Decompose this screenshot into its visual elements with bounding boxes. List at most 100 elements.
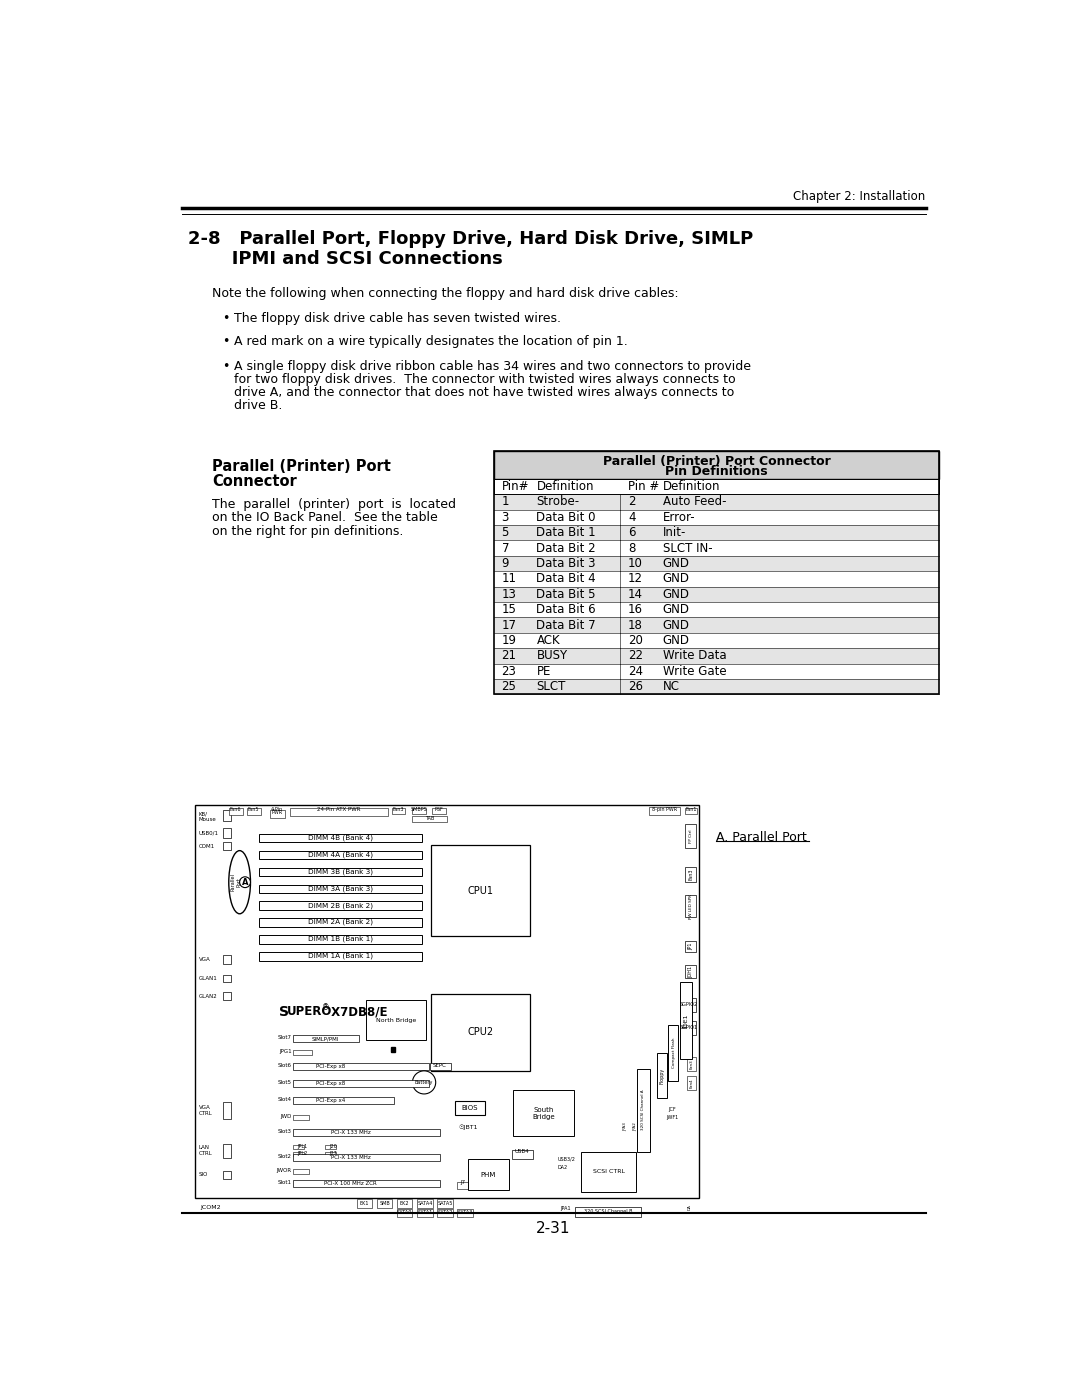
- Bar: [224, 992, 231, 1000]
- Bar: [494, 541, 940, 556]
- Text: GND: GND: [663, 634, 690, 647]
- Ellipse shape: [229, 851, 251, 914]
- Text: 9: 9: [501, 557, 509, 570]
- Text: 2-8   Parallel Port, Floppy Drive, Hard Disk Drive, SIMLP: 2-8 Parallel Port, Floppy Drive, Hard Di…: [188, 231, 753, 249]
- Text: Floppy: Floppy: [660, 1067, 664, 1084]
- Text: SCSI CTRL: SCSI CTRL: [593, 1169, 624, 1175]
- Bar: [224, 1171, 231, 1179]
- Text: PHM: PHM: [481, 1172, 496, 1178]
- Text: Data Bit 6: Data Bit 6: [537, 604, 596, 616]
- Text: 10: 10: [627, 557, 643, 570]
- Text: GND: GND: [663, 604, 690, 616]
- Text: CPU1: CPU1: [468, 886, 494, 895]
- Text: GND: GND: [663, 619, 690, 631]
- Bar: [457, 1182, 469, 1189]
- Text: 6: 6: [627, 527, 635, 539]
- Text: Fan1: Fan1: [686, 806, 698, 812]
- Bar: [685, 964, 697, 978]
- Text: SLCT: SLCT: [537, 680, 566, 693]
- Text: Chapter 2: Installation: Chapter 2: Installation: [793, 190, 926, 204]
- Bar: [637, 1069, 649, 1151]
- Text: DIMM 3A (Bank 3): DIMM 3A (Bank 3): [308, 886, 373, 891]
- Bar: [431, 993, 530, 1071]
- Bar: [291, 807, 388, 816]
- Text: Slot3: Slot3: [278, 1129, 292, 1134]
- Bar: [293, 1151, 303, 1157]
- Bar: [293, 1063, 429, 1070]
- Text: FP Ctrl: FP Ctrl: [689, 830, 692, 842]
- Bar: [469, 1160, 509, 1190]
- Text: Fan3: Fan3: [393, 806, 404, 812]
- Text: 4-Pin: 4-Pin: [271, 806, 283, 812]
- Text: 22: 22: [627, 650, 643, 662]
- Bar: [685, 940, 697, 951]
- Text: Init-: Init-: [663, 527, 686, 539]
- Text: SEPC: SEPC: [433, 1063, 446, 1067]
- Text: Data Bit 7: Data Bit 7: [537, 619, 596, 631]
- Bar: [377, 1200, 392, 1208]
- Text: S: S: [279, 1004, 289, 1018]
- Text: VGA: VGA: [199, 1105, 211, 1109]
- Bar: [246, 809, 260, 816]
- Bar: [685, 809, 697, 814]
- Text: North Bridge: North Bridge: [376, 1017, 416, 1023]
- Text: Slot6: Slot6: [278, 1063, 292, 1067]
- Text: SATA2: SATA2: [437, 1210, 453, 1215]
- Bar: [224, 954, 231, 964]
- Text: SATA5: SATA5: [437, 1201, 453, 1206]
- Text: GND: GND: [663, 588, 690, 601]
- Bar: [437, 1208, 453, 1217]
- Text: DIMM 1A (Bank 1): DIMM 1A (Bank 1): [308, 953, 373, 960]
- Text: SATA0: SATA0: [397, 1210, 413, 1215]
- Text: X7DB8/E: X7DB8/E: [327, 1004, 388, 1018]
- Bar: [431, 845, 530, 936]
- Bar: [679, 982, 692, 1059]
- Text: 3: 3: [501, 511, 509, 524]
- Bar: [259, 901, 422, 909]
- Bar: [413, 816, 446, 823]
- Text: JOH1: JOH1: [688, 965, 693, 978]
- Text: Battery: Battery: [415, 1080, 433, 1085]
- Bar: [494, 648, 940, 664]
- Text: DIMM 4B (Bank 4): DIMM 4B (Bank 4): [308, 834, 373, 841]
- Bar: [494, 587, 940, 602]
- Text: •: •: [221, 312, 229, 326]
- Bar: [259, 851, 422, 859]
- Text: 13: 13: [501, 588, 516, 601]
- Bar: [397, 1200, 413, 1208]
- Bar: [293, 1169, 309, 1173]
- Text: USB4: USB4: [515, 1150, 529, 1154]
- Bar: [494, 495, 940, 510]
- Bar: [685, 824, 697, 848]
- Bar: [437, 1200, 453, 1208]
- Bar: [455, 1101, 485, 1115]
- Bar: [494, 510, 940, 525]
- Text: JWOR: JWOR: [276, 1168, 292, 1172]
- Text: Data Bit 5: Data Bit 5: [537, 588, 596, 601]
- Text: PCI-Exp x8: PCI-Exp x8: [316, 1063, 346, 1069]
- Bar: [366, 1000, 427, 1039]
- Text: LAN: LAN: [199, 1144, 210, 1150]
- Bar: [432, 809, 446, 814]
- Bar: [224, 1102, 231, 1119]
- Text: SIO: SIO: [199, 1172, 208, 1178]
- Text: EK2: EK2: [400, 1201, 409, 1206]
- Text: Definition: Definition: [537, 481, 594, 493]
- Text: SMB: SMB: [379, 1201, 390, 1206]
- Bar: [430, 1063, 451, 1070]
- Circle shape: [240, 877, 251, 887]
- Bar: [259, 834, 422, 842]
- Text: UPERO: UPERO: [287, 1004, 333, 1018]
- Bar: [325, 1144, 336, 1150]
- Text: JPA3: JPA3: [623, 1123, 627, 1132]
- Text: Data Bit 3: Data Bit 3: [537, 557, 596, 570]
- Text: Slot1: Slot1: [278, 1180, 292, 1185]
- Text: GND: GND: [663, 557, 690, 570]
- Text: DIMM 4A (Bank 4): DIMM 4A (Bank 4): [308, 851, 373, 858]
- Bar: [417, 1200, 433, 1208]
- Bar: [293, 1129, 441, 1136]
- Text: EK1: EK1: [360, 1201, 369, 1206]
- Text: Data Bit 4: Data Bit 4: [537, 573, 596, 585]
- Text: SIMLP/PMI: SIMLP/PMI: [312, 1037, 339, 1041]
- Text: J7: J7: [460, 1180, 465, 1185]
